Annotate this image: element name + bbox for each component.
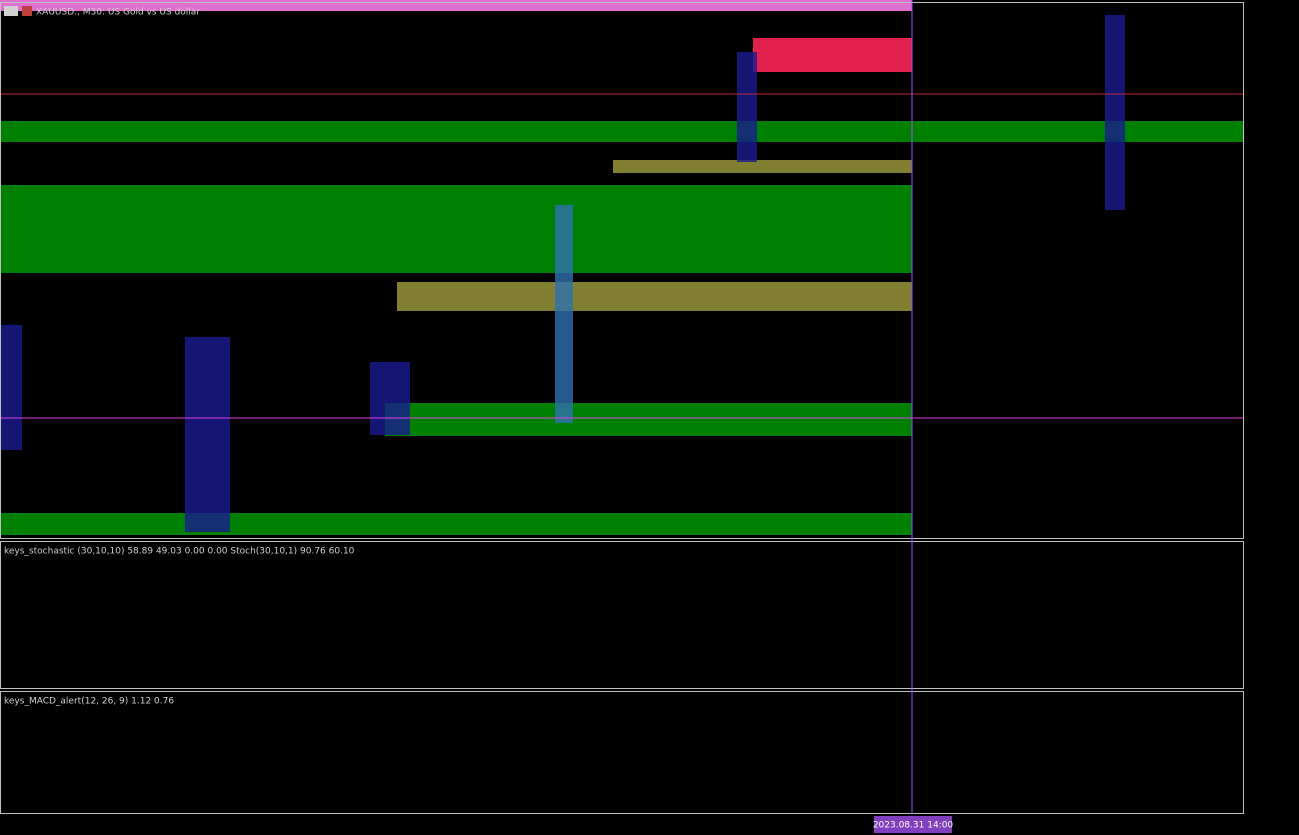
zone [0,513,912,535]
icon [4,6,18,16]
panel-frame [0,2,1244,539]
session-box [0,325,22,450]
panel-frame [0,691,1244,814]
frames [0,2,1244,814]
zone [753,38,912,72]
session-box [555,205,573,423]
cursor-box [874,816,952,833]
icon [22,6,32,16]
panel-title: keys_MACD_alert(12, 26, 9) 1.12 0.76 [4,697,174,707]
cursor-label: 2023.08.31 14:00 [873,821,954,831]
chart-title: XAUUSD., M30: US Gold vs US dollar [36,8,200,18]
zone [397,282,912,311]
session-box [737,52,757,162]
zone [385,403,912,436]
session-box [185,337,230,532]
zone [613,160,912,173]
session-box [370,362,410,435]
panel-frame [0,541,1244,689]
panel-title: keys_stochastic (30,10,10) 58.89 49.03 0… [4,547,355,557]
zones [0,0,1243,535]
zone [0,185,912,273]
top-band [0,0,912,11]
zone [0,121,1243,142]
session-box [1105,15,1125,210]
